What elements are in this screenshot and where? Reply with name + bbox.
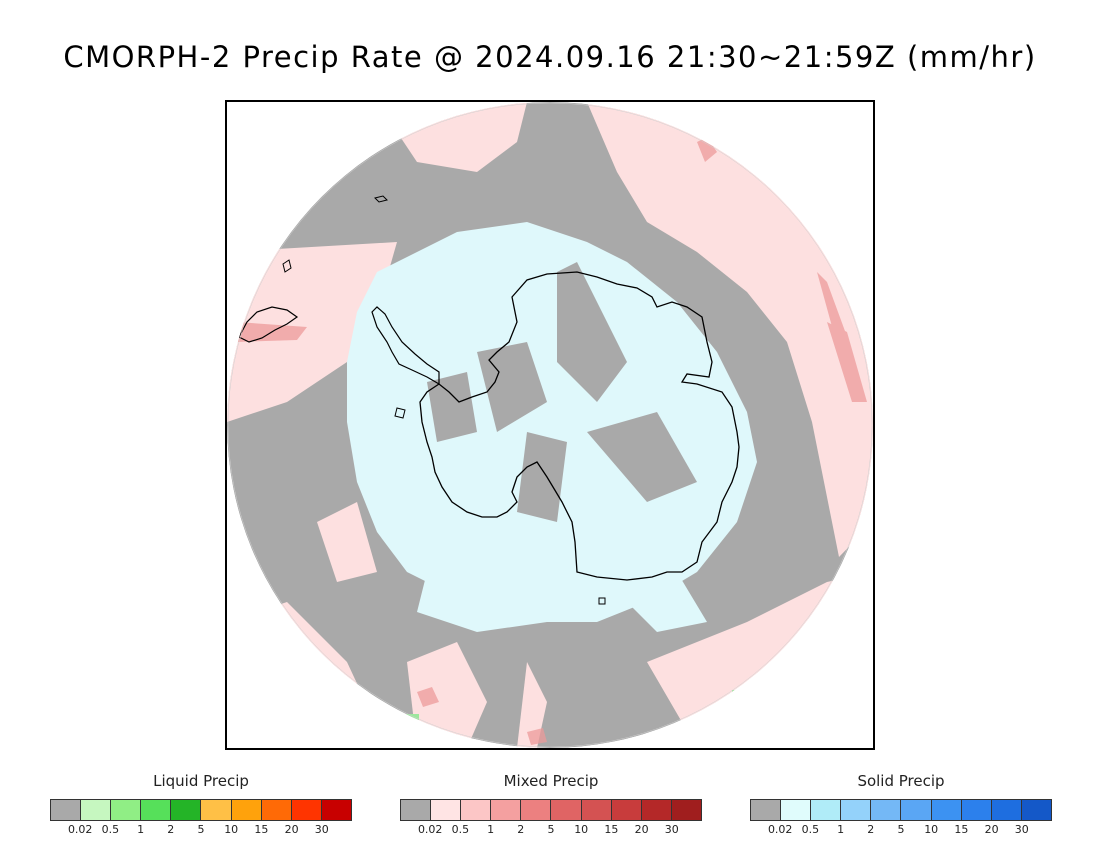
legend-swatch: [261, 800, 292, 820]
legend-swatch: [611, 800, 642, 820]
legend-swatch: [901, 800, 932, 820]
legend-ticks: 0.02 0.5 1 2 5 10 15 20 30: [750, 823, 1052, 837]
legend-swatch: [871, 800, 902, 820]
legend-swatch: [581, 800, 612, 820]
legend-swatch: [291, 800, 322, 820]
south-america-tip: [238, 306, 299, 343]
grey-interior-streaks: [427, 262, 697, 522]
legend-tick-label: 20: [984, 823, 999, 836]
legend-title: Solid Precip: [857, 772, 945, 790]
legend-swatch: [401, 800, 432, 820]
legend-tick-label: 10: [924, 823, 939, 836]
legend-tick-label: 0.5: [801, 823, 820, 836]
legend-colorbar: [750, 799, 1052, 821]
map-title: CMORPH-2 Precip Rate @ 2024.09.16 21:30~…: [63, 40, 1037, 74]
legend-tick-label: 0.02: [767, 823, 793, 836]
legend-colorbar: [50, 799, 352, 821]
legend-tick-label: 15: [604, 823, 619, 836]
legend-swatch: [201, 800, 232, 820]
legend-tick-label: 20: [284, 823, 299, 836]
legend-tick-label: 0.02: [417, 823, 443, 836]
legend-swatch: [431, 800, 462, 820]
solid-precip-legend: Solid Precip 0.02 0.5 1 2 5 10 15 20 30: [750, 772, 1052, 837]
legend-swatch: [991, 800, 1022, 820]
legend-tick-label: 1: [487, 823, 495, 836]
legend-swatch: [751, 800, 782, 820]
legend-swatch: [321, 800, 351, 820]
legend-swatch: [231, 800, 262, 820]
legend-swatch: [111, 800, 142, 820]
solid-precip-regions: [347, 222, 757, 632]
legend-swatch: [461, 800, 492, 820]
legend-ticks: 0.02 0.5 1 2 5 10 15 20 30: [400, 823, 702, 837]
legend-tick-label: 2: [867, 823, 875, 836]
legend-tick-label: 30: [314, 823, 329, 836]
legend-tick-label: 5: [897, 823, 905, 836]
legend-title: Liquid Precip: [153, 772, 249, 790]
legend-tick-label: 15: [254, 823, 269, 836]
legend-tick-label: 20: [634, 823, 649, 836]
legend-title: Mixed Precip: [503, 772, 599, 790]
legend-tick-label: 1: [137, 823, 145, 836]
legend-swatch: [931, 800, 962, 820]
liquid-precip-legend: Liquid Precip 0.02 0.5 1 2 5 10 15 20 30: [50, 772, 352, 837]
map-disc-outline: [227, 102, 873, 748]
legend-ticks: 0.02 0.5 1 2 5 10 15 20 30: [50, 823, 352, 837]
legend-colorbar: [400, 799, 702, 821]
legend-swatch: [641, 800, 672, 820]
legend-tick-label: 0.5: [101, 823, 120, 836]
legend-tick-label: 30: [1014, 823, 1029, 836]
legend-tick-label: 5: [547, 823, 555, 836]
legend-swatch: [961, 800, 992, 820]
legend-swatch: [551, 800, 582, 820]
legend-tick-label: 10: [224, 823, 239, 836]
legend-tick-label: 1: [837, 823, 845, 836]
precip-map-svg: [227, 102, 873, 748]
legend-swatch: [781, 800, 812, 820]
legend-tick-label: 30: [664, 823, 679, 836]
mixed-precip-legend: Mixed Precip 0.02 0.5 1 2 5 10 15 20 30: [400, 772, 702, 837]
antarctic-peninsula: [371, 306, 440, 386]
legend-swatch: [841, 800, 872, 820]
legend-swatch: [811, 800, 842, 820]
sub-antarctic-islands: [282, 195, 606, 605]
legend-swatch: [171, 800, 202, 820]
legend-tick-label: 15: [954, 823, 969, 836]
legend-tick-label: 10: [574, 823, 589, 836]
legend-swatch: [81, 800, 112, 820]
legend-swatch: [491, 800, 522, 820]
legend-tick-label: 0.5: [451, 823, 470, 836]
legend-swatch: [521, 800, 552, 820]
legend-swatch: [51, 800, 82, 820]
legend-swatch: [1021, 800, 1051, 820]
precip-map-panel: [225, 100, 875, 750]
legend-tick-label: 5: [197, 823, 205, 836]
legend-swatch: [671, 800, 701, 820]
legend-tick-label: 2: [517, 823, 525, 836]
mixed-precip-streaks: [237, 137, 867, 745]
legend-tick-label: 2: [167, 823, 175, 836]
legend-tick-label: 0.02: [67, 823, 93, 836]
legend-swatch: [141, 800, 172, 820]
